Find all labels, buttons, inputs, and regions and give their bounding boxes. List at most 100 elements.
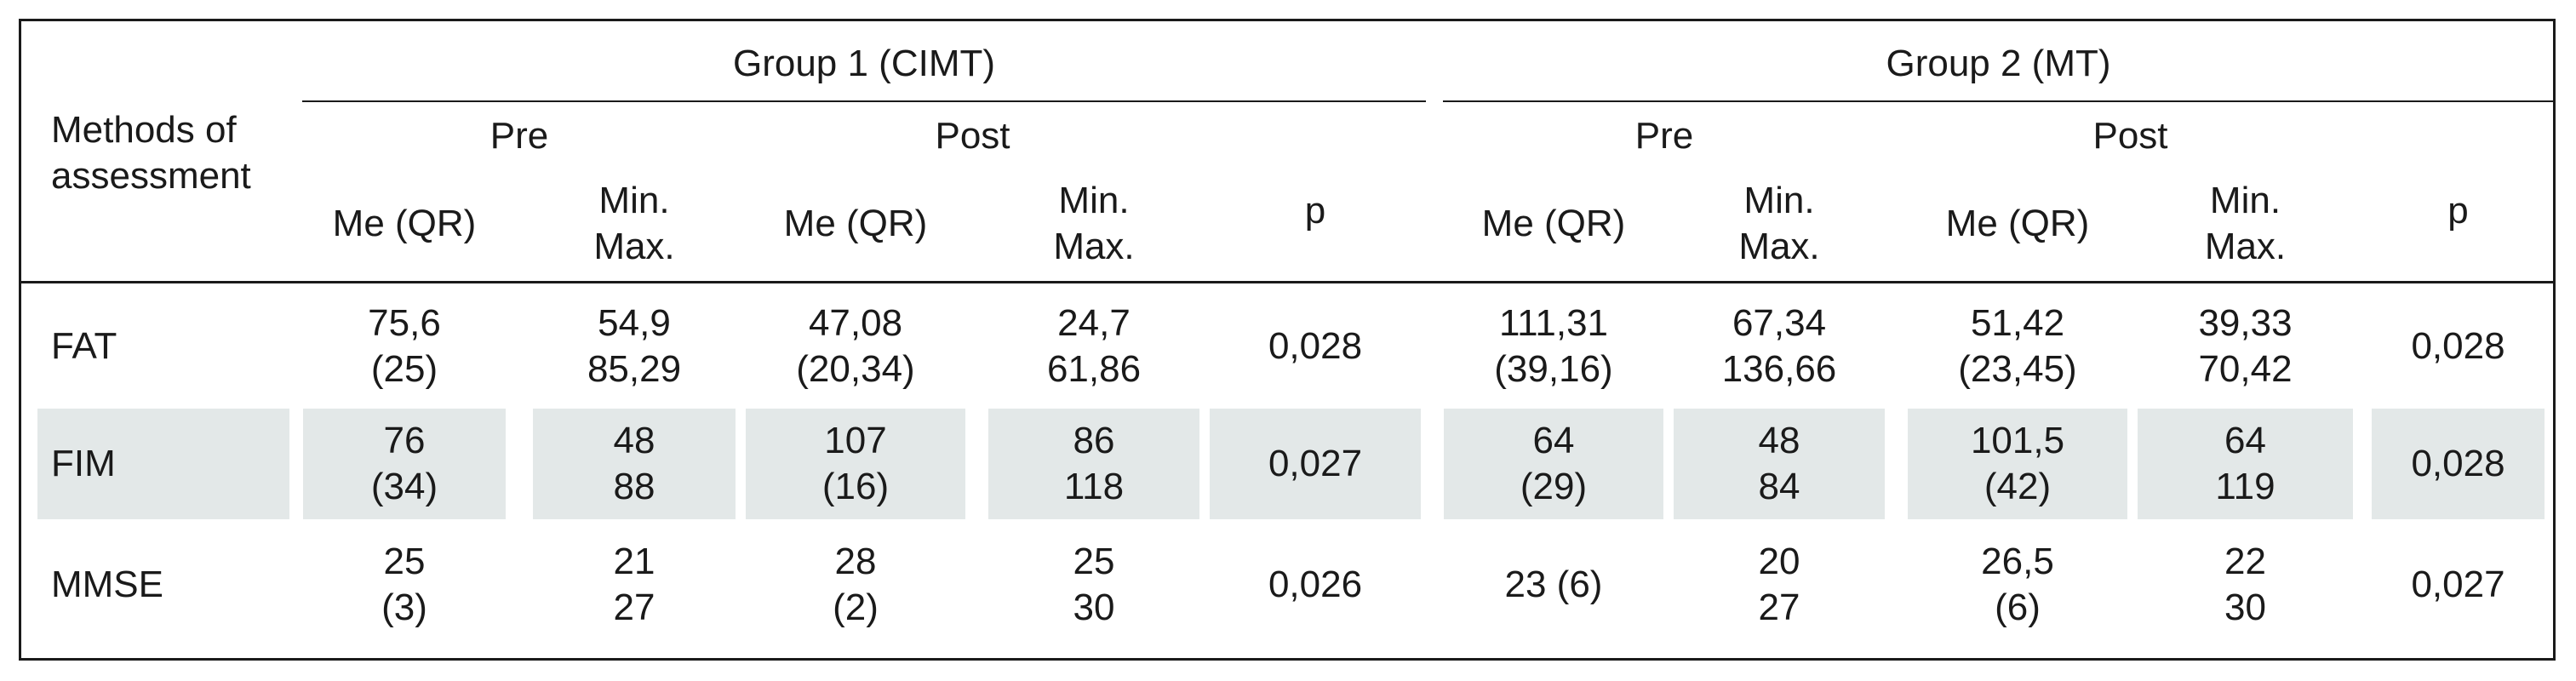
table-cell-line: 22	[2224, 541, 2266, 582]
phase-label-line: Pre	[489, 115, 549, 157]
table-cell: 0,028	[2367, 409, 2550, 519]
table-cell: 75,6 (25)	[298, 291, 511, 402]
table-cell-line: (29)	[1520, 466, 1588, 507]
table-cell-lines: 51,42 (23,45)	[1958, 300, 2076, 392]
subheader-minmax-line: Min.	[1743, 179, 1815, 221]
table-cell-line: (6)	[1995, 587, 2041, 628]
row-shade-cell	[1210, 409, 1421, 519]
table-cell-line: 61,86	[1046, 348, 1142, 390]
subheader-minmax: Min. Max.	[528, 170, 741, 277]
table-cell-line: 67,34	[1732, 302, 1827, 344]
subheader-p-line: p	[1304, 189, 1326, 232]
table-cell-line: 111,31	[1498, 302, 1609, 344]
table-cell-line: 25	[383, 541, 426, 582]
table-cell-lines: 48 88	[614, 418, 655, 510]
table-cell: 54,9 85,29	[528, 291, 741, 402]
table-cell-line: 64	[2224, 420, 2266, 461]
table-cell: 0,027	[1205, 409, 1426, 519]
table-cell-lines: 26,5 (6)	[1981, 539, 2054, 631]
table-cell: 0,027	[2367, 529, 2550, 640]
row-label-line: FIM	[51, 443, 116, 484]
table-cell-line: (34)	[370, 466, 438, 507]
row-label: FIM	[51, 409, 289, 519]
row-label-lines: FIM	[51, 441, 116, 487]
phase-label-lines: Pre	[490, 113, 548, 159]
table-cell-line: 118	[1063, 466, 1125, 507]
table-cell: 67,34 136,66	[1669, 291, 1890, 402]
table-cell-line: 101,5	[1970, 420, 2065, 461]
subheader-me-lines: Me (QR)	[333, 201, 477, 247]
row-label: MMSE	[51, 529, 289, 640]
table-cell: 107 (16)	[741, 409, 970, 519]
table-cell: 26,5 (6)	[1903, 529, 2132, 640]
subheader-me: Me (QR)	[741, 170, 970, 277]
table-cell-lines: 64 119	[2215, 418, 2275, 510]
table-cell-line: 30	[2224, 587, 2266, 628]
table-cell-line: 0,027	[1268, 443, 1363, 484]
subheader-minmax: Min. Max.	[1669, 170, 1890, 277]
table-cell-lines: 67,34 136,66	[1722, 300, 1837, 392]
table-cell: 25 (3)	[298, 529, 511, 640]
table-frame	[19, 19, 2556, 661]
group2-rule	[1443, 100, 2554, 102]
subheader-p-lines: p	[1305, 188, 1325, 234]
phase-label-lines: Post	[2092, 113, 2167, 159]
table-cell-lines: 54,9 85,29	[587, 300, 681, 392]
row-label-lines: FAT	[51, 323, 117, 369]
group-label: Group 2 (MT)	[1443, 34, 2554, 94]
table-cell-line: (20,34)	[796, 348, 915, 390]
table-cell-line: 27	[613, 587, 655, 628]
row-shade-cell	[1444, 409, 1663, 519]
subheader-me: Me (QR)	[1903, 170, 2132, 277]
subheader-minmax-line: Min.	[2209, 179, 2281, 221]
subheader-minmax-line: Max.	[1738, 225, 1820, 267]
table-cell: 64 119	[2132, 409, 2358, 519]
table-cell-lines: 47,08 (20,34)	[796, 300, 914, 392]
row-shade-cell	[2138, 409, 2353, 519]
subheader-p: p	[1205, 170, 1426, 251]
table-cell: 76 (34)	[298, 409, 511, 519]
table-cell-lines: 86 118	[1064, 418, 1124, 510]
subheader-minmax: Min. Max.	[2132, 170, 2358, 277]
table-cell-line: 107	[824, 420, 887, 461]
table-cell-line: 76	[383, 420, 426, 461]
subheader-me-line: Me (QR)	[1945, 202, 2090, 244]
table-cell: 0,028	[2367, 291, 2550, 402]
subheader-minmax-lines: Min. Max.	[1738, 178, 1819, 270]
row-label-lines: MMSE	[51, 562, 163, 608]
row-header-line: assessment	[51, 155, 251, 197]
table-cell-lines: 111,31 (39,16)	[1494, 300, 1612, 392]
table-cell: 51,42 (23,45)	[1903, 291, 2132, 402]
subheader-me-lines: Me (QR)	[1482, 201, 1626, 247]
row-header-line: Methods of	[51, 109, 237, 151]
table-cell: 48 88	[528, 409, 741, 519]
subheader-p-line: p	[2447, 189, 2469, 232]
table-cell: 64 (29)	[1439, 409, 1669, 519]
row-shade-cell	[303, 409, 506, 519]
table-cell-lines: 39,33 70,42	[2198, 300, 2292, 392]
table-cell-line: 23 (6)	[1504, 564, 1603, 605]
subheader-minmax: Min. Max.	[983, 170, 1205, 277]
table-cell: 24,7 61,86	[983, 291, 1205, 402]
table-cell-line: 24,7	[1057, 302, 1131, 344]
group-label-lines: Group 1 (CIMT)	[733, 41, 995, 87]
row-label: FAT	[51, 291, 289, 402]
table-cell-lines: 64 (29)	[1520, 418, 1587, 510]
row-shade-cell	[2372, 409, 2545, 519]
table-cell-line: 21	[613, 541, 655, 582]
header-bottom-rule	[20, 281, 2556, 283]
table-cell-line: 25	[1073, 541, 1115, 582]
table-cell-line: 20	[1758, 541, 1800, 582]
table-cell-line: 48	[613, 420, 655, 461]
row-shade-label	[37, 409, 289, 519]
table-cell-line: 26,5	[1981, 541, 2054, 582]
table-cell-line: 0,026	[1268, 564, 1363, 605]
table-cell-line: 51,42	[1970, 302, 2065, 344]
subheader-me-lines: Me (QR)	[1946, 201, 2090, 247]
row-shade-cell	[988, 409, 1199, 519]
table-cell: 111,31 (39,16)	[1439, 291, 1669, 402]
table-cell-lines: 25 30	[1073, 539, 1115, 631]
subheader-p: p	[2367, 170, 2550, 251]
phase-label-lines: Post	[935, 113, 1010, 159]
group-label-lines: Group 2 (MT)	[1886, 41, 2110, 87]
